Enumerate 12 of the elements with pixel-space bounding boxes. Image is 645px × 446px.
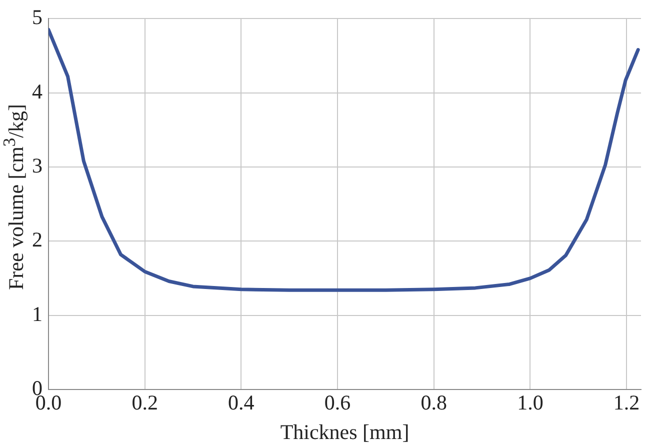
y-tick-label: 1 (32, 302, 42, 326)
y-tick-label: 5 (32, 5, 42, 30)
x-axis-title: Thicknes [mm] (280, 420, 410, 444)
y-tick-label: 4 (32, 79, 43, 104)
x-tick-label: 0.6 (324, 390, 351, 415)
x-tick-label: 0.2 (132, 390, 158, 415)
y-tick-label: 3 (32, 154, 42, 178)
x-tick-label: 1.2 (613, 390, 640, 415)
y-tick-label: 2 (32, 228, 42, 252)
x-tick-label: 0.4 (228, 390, 255, 415)
x-tick-label: 1.0 (517, 390, 544, 415)
x-tick-label: 0.8 (420, 390, 447, 415)
